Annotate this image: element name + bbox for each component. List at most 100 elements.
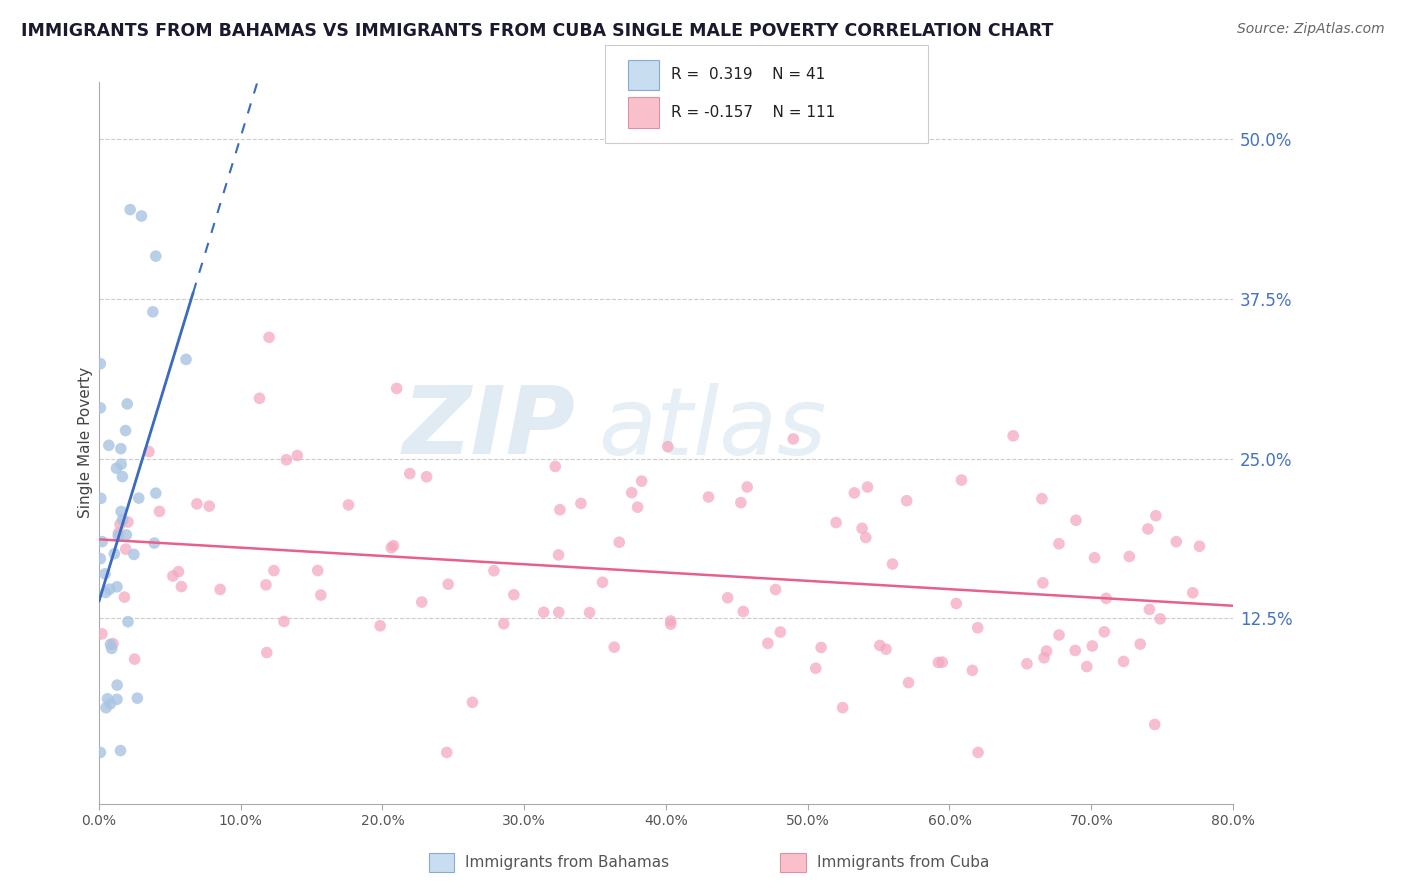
Point xyxy=(103,547,125,561)
Point xyxy=(1112,655,1135,669)
Point xyxy=(174,352,197,367)
Point xyxy=(657,440,679,454)
Point xyxy=(89,746,111,760)
Point xyxy=(1033,650,1056,665)
Point xyxy=(111,513,134,527)
Point xyxy=(186,497,208,511)
Point xyxy=(825,516,848,530)
Point xyxy=(950,473,973,487)
Point xyxy=(107,526,129,541)
Point xyxy=(127,691,149,706)
Point xyxy=(110,743,132,757)
Point xyxy=(1136,522,1159,536)
Point xyxy=(1076,659,1098,673)
Point xyxy=(1031,491,1053,506)
Point xyxy=(124,652,146,666)
Point xyxy=(1032,575,1054,590)
Point xyxy=(117,615,139,629)
Point xyxy=(108,517,131,532)
Point xyxy=(967,746,990,760)
Point xyxy=(436,746,458,760)
Point xyxy=(603,640,626,655)
Y-axis label: Single Male Poverty: Single Male Poverty xyxy=(79,368,93,518)
Point xyxy=(717,591,740,605)
Point xyxy=(110,457,132,471)
Point xyxy=(110,504,132,518)
Point xyxy=(101,637,124,651)
Point xyxy=(115,397,138,411)
Point xyxy=(107,529,129,543)
Point xyxy=(273,615,295,629)
Point xyxy=(896,493,918,508)
Point xyxy=(1035,644,1057,658)
Point xyxy=(380,541,402,555)
Point xyxy=(578,606,600,620)
Point xyxy=(697,490,720,504)
Point xyxy=(733,605,755,619)
Point xyxy=(90,627,112,641)
Point xyxy=(1002,429,1025,443)
Point xyxy=(1083,550,1105,565)
Point xyxy=(804,661,827,675)
Point xyxy=(630,474,652,488)
Point xyxy=(548,502,571,516)
Point xyxy=(1081,639,1104,653)
Point xyxy=(307,564,329,578)
Point xyxy=(411,595,433,609)
Point xyxy=(162,569,184,583)
Point xyxy=(1047,628,1070,642)
Text: R = -0.157    N = 111: R = -0.157 N = 111 xyxy=(671,105,835,120)
Point xyxy=(1143,717,1166,731)
Point xyxy=(592,575,614,590)
Point xyxy=(1118,549,1140,564)
Point xyxy=(110,442,132,456)
Point xyxy=(620,485,643,500)
Point xyxy=(831,700,853,714)
Point xyxy=(1188,539,1211,553)
Point xyxy=(1139,602,1161,616)
Point xyxy=(114,424,136,438)
Point xyxy=(607,535,630,549)
Point xyxy=(170,580,193,594)
Point xyxy=(115,528,138,542)
Point xyxy=(100,637,122,651)
Point xyxy=(844,486,866,500)
Point xyxy=(927,656,949,670)
Point xyxy=(105,692,128,706)
Point xyxy=(962,664,984,678)
Point xyxy=(122,548,145,562)
Point xyxy=(98,697,121,711)
Point xyxy=(547,548,569,562)
Point xyxy=(96,691,118,706)
Text: IMMIGRANTS FROM BAHAMAS VS IMMIGRANTS FROM CUBA SINGLE MALE POVERTY CORRELATION : IMMIGRANTS FROM BAHAMAS VS IMMIGRANTS FR… xyxy=(21,22,1053,40)
Point xyxy=(114,590,136,604)
Text: atlas: atlas xyxy=(598,383,827,474)
Point xyxy=(209,582,232,597)
Point xyxy=(111,469,134,483)
Point xyxy=(735,480,758,494)
Point xyxy=(875,642,897,657)
Point xyxy=(931,655,953,669)
Point xyxy=(547,605,569,619)
Point xyxy=(94,566,117,581)
Point xyxy=(263,564,285,578)
Point xyxy=(1064,643,1087,657)
Point xyxy=(382,539,405,553)
Point xyxy=(882,557,904,571)
Point xyxy=(97,438,120,452)
Point xyxy=(626,500,648,515)
Point xyxy=(90,491,112,506)
Point xyxy=(145,249,167,263)
Point xyxy=(94,585,117,599)
Point xyxy=(398,467,420,481)
Point xyxy=(659,617,682,632)
Point xyxy=(148,504,170,518)
Point xyxy=(337,498,360,512)
Point xyxy=(128,491,150,505)
Point xyxy=(856,480,879,494)
Point xyxy=(461,695,484,709)
Point xyxy=(143,536,166,550)
Point xyxy=(256,646,278,660)
Point xyxy=(249,392,271,406)
Point xyxy=(1149,612,1171,626)
